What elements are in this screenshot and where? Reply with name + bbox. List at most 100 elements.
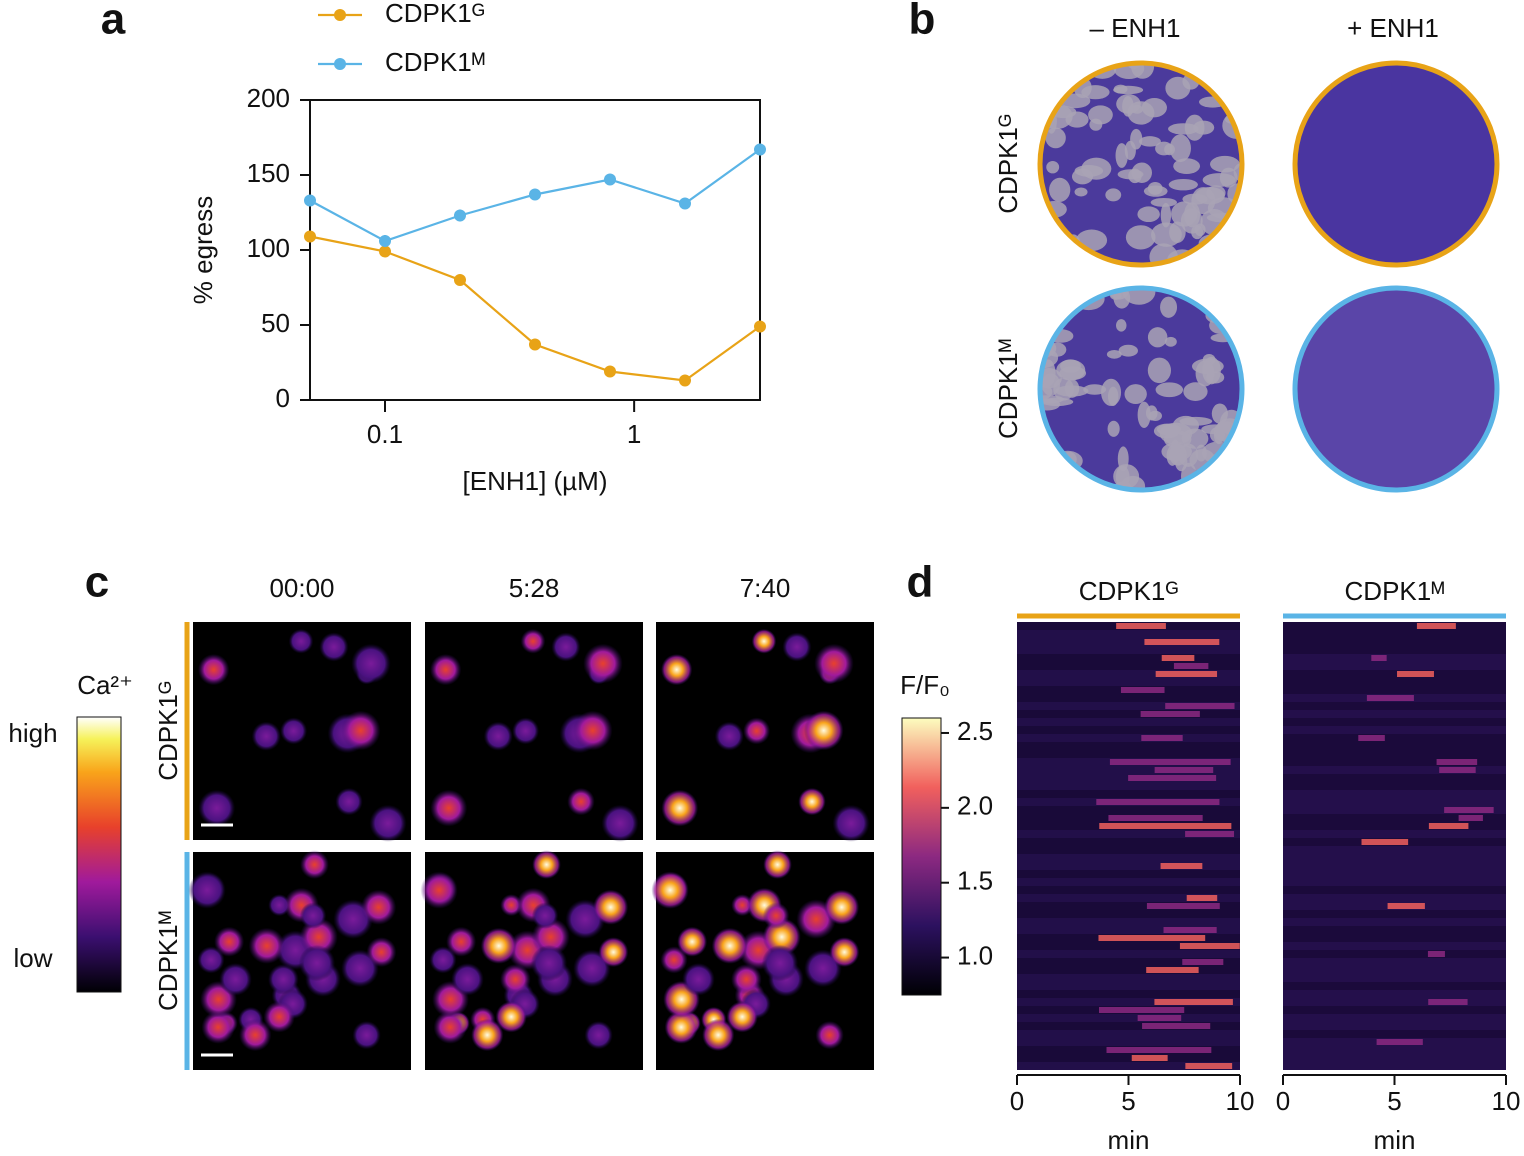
heatmap-streak <box>1387 903 1425 909</box>
heatmap-row <box>1283 830 1506 838</box>
cell <box>480 927 517 964</box>
row-label: CDPK1ᴹ <box>993 339 1023 439</box>
cell <box>682 962 715 996</box>
heatmap-row <box>1017 654 1240 662</box>
y-axis-label: % egress <box>188 196 218 304</box>
cell <box>743 717 771 745</box>
heatmap-row <box>1283 758 1506 766</box>
heatmap-row <box>1017 990 1240 998</box>
heatmap-streak <box>1458 815 1483 821</box>
cell <box>814 643 854 684</box>
cell <box>815 1020 844 1050</box>
plaque <box>1042 290 1056 311</box>
plaque <box>1218 460 1230 485</box>
heatmap-row <box>1283 710 1506 718</box>
heatmap-row <box>1283 630 1506 638</box>
heatmap-row <box>1017 646 1240 654</box>
data-point <box>679 197 691 210</box>
plaque <box>1191 225 1204 240</box>
cell <box>351 643 391 684</box>
plaque <box>1155 141 1173 156</box>
data-point <box>454 274 466 286</box>
heatmap-row <box>1017 998 1240 1006</box>
heatmap-row <box>1017 734 1240 742</box>
heatmap-row <box>1017 750 1240 758</box>
column-header: – ENH1 <box>1089 13 1180 43</box>
heatmap-row <box>1017 878 1240 886</box>
cell <box>782 632 812 662</box>
heatmap-row <box>1017 918 1240 926</box>
heatmap-streak <box>1137 1015 1182 1021</box>
heatmap-streak <box>1439 767 1476 773</box>
heatmap-row <box>1017 694 1240 702</box>
heatmap-row <box>1283 982 1506 990</box>
plate <box>1297 65 1495 263</box>
cell <box>601 804 639 842</box>
x-tick-label: 5 <box>1387 1086 1401 1116</box>
data-point <box>604 173 616 186</box>
plaque <box>1233 65 1240 79</box>
cell <box>751 628 777 654</box>
heatmap-streak <box>1140 711 1200 717</box>
heatmap-row <box>1017 710 1240 718</box>
plaque <box>1210 155 1240 173</box>
heatmap-streak <box>1161 655 1195 661</box>
cell <box>500 963 531 995</box>
heatmap-title: CDPK1ᴹ <box>1345 576 1445 606</box>
heatmap-row <box>1283 646 1506 654</box>
plaque <box>1131 65 1155 79</box>
cell <box>661 653 693 686</box>
column-header: + ENH1 <box>1347 13 1439 43</box>
cell <box>198 789 236 827</box>
heatmap-title: CDPK1ᴳ <box>1079 576 1179 606</box>
heatmap-streak <box>1098 1007 1185 1013</box>
x-tick-label: 1 <box>627 419 641 449</box>
heatmap-row <box>1283 854 1506 862</box>
heatmap-row <box>1283 990 1506 998</box>
row-label: CDPK1ᴹ <box>153 911 183 1011</box>
data-point <box>604 365 616 378</box>
heatmap-row <box>1283 670 1506 678</box>
cell <box>763 850 792 879</box>
time-label: 00:00 <box>269 573 334 603</box>
y-tick-label: 150 <box>247 158 290 188</box>
heatmap-row <box>1017 854 1240 862</box>
plaque <box>1122 290 1156 305</box>
heatmap-row <box>1283 678 1506 686</box>
heatmap-row <box>1017 718 1240 726</box>
cell <box>429 946 457 974</box>
plaque <box>1192 65 1206 77</box>
heatmap-row <box>1017 902 1240 910</box>
data-point <box>304 194 316 207</box>
heatmap-row <box>1283 958 1506 966</box>
heatmap-row <box>1017 862 1240 870</box>
heatmap-streak <box>1154 999 1233 1005</box>
heatmap-streak <box>1436 759 1478 765</box>
plaque <box>1089 118 1103 131</box>
plaque <box>1106 350 1122 359</box>
cell <box>664 1010 698 1044</box>
cell <box>369 804 407 842</box>
heatmap-streak <box>1358 735 1385 741</box>
heatmap-row <box>1283 814 1506 822</box>
heatmap-streak <box>1096 799 1220 805</box>
colorbar-tick-label: 2.0 <box>957 791 993 821</box>
plaque <box>1145 405 1158 421</box>
heatmap-row <box>1283 1046 1506 1054</box>
cell <box>762 902 790 929</box>
cell <box>512 717 540 745</box>
data-point <box>529 188 541 201</box>
heatmap-streak <box>1397 671 1434 677</box>
cell <box>280 717 308 745</box>
plaque <box>1195 360 1215 387</box>
row-label: CDPK1ᴳ <box>153 681 183 781</box>
plaque <box>1211 403 1228 424</box>
cell <box>593 889 629 925</box>
plaque <box>1124 140 1136 161</box>
heatmap-row <box>1283 686 1506 694</box>
plaque <box>1101 378 1122 407</box>
heatmap-streak <box>1141 735 1183 741</box>
cell <box>714 721 744 751</box>
cell <box>651 871 689 909</box>
